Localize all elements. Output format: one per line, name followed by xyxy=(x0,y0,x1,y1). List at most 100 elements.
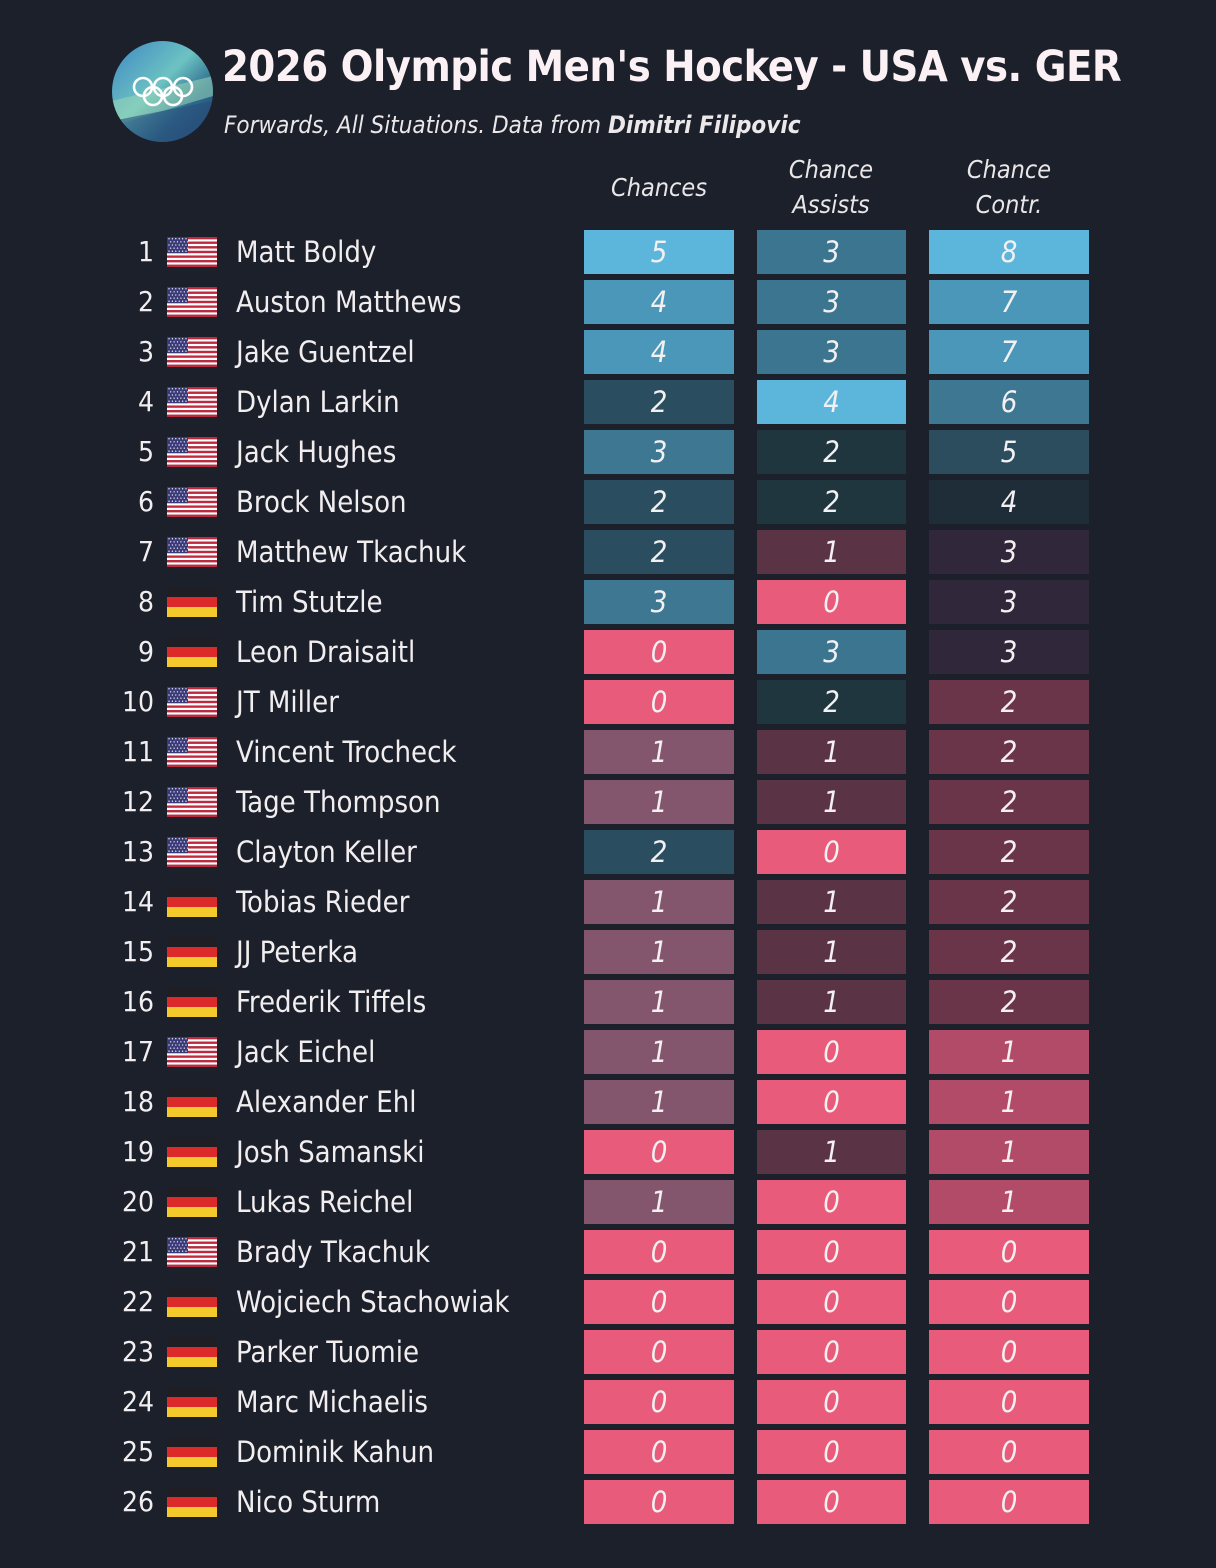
value-cell-assists: 2 xyxy=(757,430,906,474)
value-cell-assists: 0 xyxy=(757,1180,906,1224)
value-cell-contr: 1 xyxy=(929,1080,1089,1124)
value-cell-contr: 0 xyxy=(929,1380,1089,1424)
value-cell-chances: 4 xyxy=(584,280,734,324)
player-name: Tobias Rieder xyxy=(236,885,410,919)
value-cell-contr: 7 xyxy=(929,280,1089,324)
column-header-line: Chances xyxy=(611,173,707,202)
usa-flag-icon xyxy=(167,837,217,867)
value-cell-assists: 2 xyxy=(757,480,906,524)
player-name: Parker Tuomie xyxy=(236,1335,420,1369)
value-cell-contr: 6 xyxy=(929,380,1089,424)
player-name: Dylan Larkin xyxy=(236,385,400,419)
value-cell-contr: 5 xyxy=(929,430,1089,474)
value-cell-assists: 1 xyxy=(757,930,906,974)
rank-number: 9 xyxy=(137,635,154,668)
player-name: Josh Samanski xyxy=(236,1135,425,1169)
player-name: JJ Peterka xyxy=(236,935,359,969)
rank-number: 18 xyxy=(121,1085,154,1118)
value-cell-chances: 5 xyxy=(584,230,734,274)
rank-number: 4 xyxy=(137,385,154,418)
usa-flag-icon xyxy=(167,487,217,517)
value-cell-contr: 2 xyxy=(929,680,1089,724)
rank-number: 19 xyxy=(121,1135,154,1168)
rank-number: 5 xyxy=(137,435,154,468)
value-cell-assists: 0 xyxy=(757,1080,906,1124)
player-name: Alexander Ehl xyxy=(236,1085,417,1119)
player-name: Jake Guentzel xyxy=(236,335,415,369)
usa-flag-icon xyxy=(167,537,217,567)
germany-flag-icon xyxy=(167,1487,217,1517)
value-cell-contr: 3 xyxy=(929,630,1089,674)
value-cell-assists: 0 xyxy=(757,1230,906,1274)
column-header-line: Contr. xyxy=(975,190,1043,219)
value-cell-assists: 0 xyxy=(757,1280,906,1324)
player-name: Dominik Kahun xyxy=(236,1435,435,1469)
value-cell-contr: 7 xyxy=(929,330,1089,374)
usa-flag-icon xyxy=(167,437,217,467)
value-cell-chances: 2 xyxy=(584,480,734,524)
value-cell-contr: 8 xyxy=(929,230,1089,274)
value-cell-assists: 3 xyxy=(757,230,906,274)
player-name: Wojciech Stachowiak xyxy=(236,1285,510,1319)
rank-number: 2 xyxy=(137,285,154,318)
player-name: Marc Michaelis xyxy=(236,1385,428,1419)
value-cell-chances: 0 xyxy=(584,1130,734,1174)
value-cell-contr: 4 xyxy=(929,480,1089,524)
rank-number: 20 xyxy=(121,1185,154,1218)
rank-number: 25 xyxy=(121,1435,154,1468)
olympic-rings-icon xyxy=(112,41,213,142)
value-cell-contr: 2 xyxy=(929,830,1089,874)
value-cell-assists: 0 xyxy=(757,580,906,624)
player-name: Tage Thompson xyxy=(236,785,441,819)
value-cell-assists: 3 xyxy=(757,330,906,374)
player-name: Leon Draisaitl xyxy=(236,635,416,669)
germany-flag-icon xyxy=(167,1437,217,1467)
value-cell-chances: 2 xyxy=(584,380,734,424)
value-cell-assists: 1 xyxy=(757,1130,906,1174)
rank-number: 13 xyxy=(121,835,154,868)
value-cell-assists: 0 xyxy=(757,1380,906,1424)
value-cell-chances: 0 xyxy=(584,1280,734,1324)
usa-flag-icon xyxy=(167,1237,217,1267)
value-cell-assists: 4 xyxy=(757,380,906,424)
value-cell-contr: 0 xyxy=(929,1430,1089,1474)
rank-number: 14 xyxy=(121,885,154,918)
value-cell-contr: 2 xyxy=(929,780,1089,824)
value-cell-chances: 1 xyxy=(584,980,734,1024)
column-header-chance-assists: Chance Assists xyxy=(746,152,916,222)
player-name: Frederik Tiffels xyxy=(236,985,427,1019)
rank-number: 1 xyxy=(137,235,154,268)
rank-number: 11 xyxy=(121,735,154,768)
value-cell-contr: 1 xyxy=(929,1180,1089,1224)
germany-flag-icon xyxy=(167,587,217,617)
player-name: Jack Hughes xyxy=(236,435,397,469)
germany-flag-icon xyxy=(167,1137,217,1167)
value-cell-chances: 0 xyxy=(584,1380,734,1424)
player-name: Vincent Trocheck xyxy=(236,735,457,769)
rank-number: 12 xyxy=(121,785,154,818)
usa-flag-icon xyxy=(167,337,217,367)
germany-flag-icon xyxy=(167,1087,217,1117)
value-cell-contr: 3 xyxy=(929,530,1089,574)
value-cell-chances: 2 xyxy=(584,530,734,574)
rank-number: 3 xyxy=(137,335,154,368)
value-cell-assists: 1 xyxy=(757,730,906,774)
value-cell-assists: 0 xyxy=(757,1480,906,1524)
rank-number: 6 xyxy=(137,485,154,518)
olympic-logo xyxy=(112,41,213,142)
value-cell-chances: 0 xyxy=(584,1330,734,1374)
value-cell-chances: 3 xyxy=(584,580,734,624)
value-cell-assists: 3 xyxy=(757,630,906,674)
player-name: Brady Tkachuk xyxy=(236,1235,430,1269)
rank-number: 10 xyxy=(121,685,154,718)
rank-number: 15 xyxy=(121,935,154,968)
germany-flag-icon xyxy=(167,1337,217,1367)
germany-flag-icon xyxy=(167,887,217,917)
value-cell-assists: 0 xyxy=(757,1430,906,1474)
column-header-chances: Chances xyxy=(574,170,744,205)
usa-flag-icon xyxy=(167,387,217,417)
subtitle-text: Forwards, All Situations. Data from xyxy=(224,111,608,139)
player-name: Clayton Keller xyxy=(236,835,417,869)
value-cell-chances: 4 xyxy=(584,330,734,374)
